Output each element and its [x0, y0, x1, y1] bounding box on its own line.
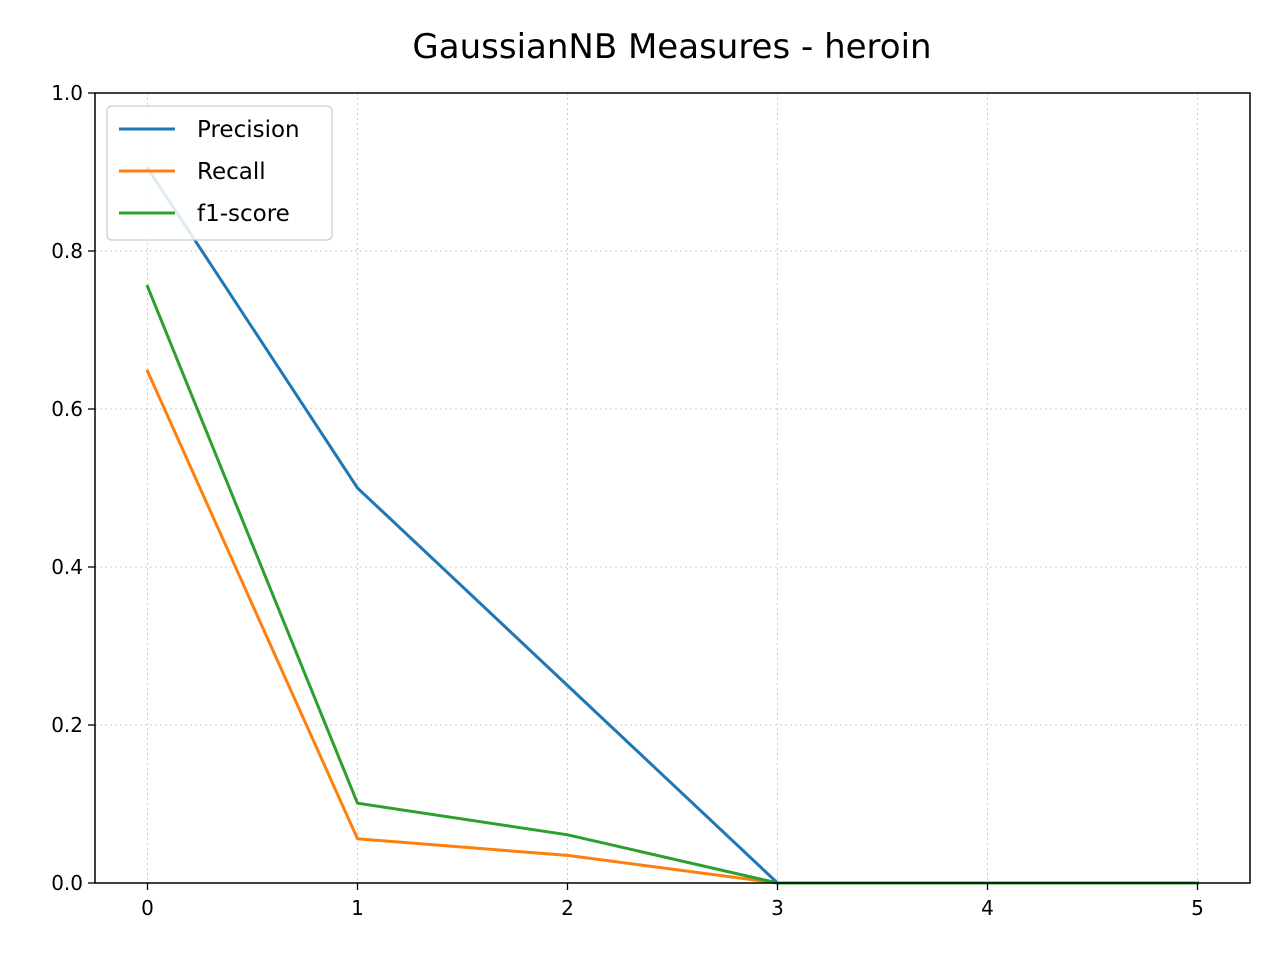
x-axis: 0 1 2 3 4 5	[141, 883, 1204, 920]
chart-title: GaussianNB Measures - heroin	[412, 27, 931, 67]
y-tick-label: 0.2	[51, 713, 83, 737]
x-tick-label: 4	[981, 896, 994, 920]
legend-label: f1-score	[197, 201, 290, 227]
legend-label: Recall	[197, 159, 266, 185]
y-tick-label: 0.4	[51, 555, 83, 579]
y-axis: 0.0 0.2 0.4 0.6 0.8 1.0	[51, 81, 95, 895]
y-tick-label: 0.0	[51, 871, 83, 895]
y-tick-label: 1.0	[51, 81, 83, 105]
x-tick-label: 1	[351, 896, 364, 920]
y-tick-label: 0.6	[51, 397, 83, 421]
y-tick-label: 0.8	[51, 239, 83, 263]
x-tick-label: 2	[561, 896, 574, 920]
x-tick-label: 5	[1191, 896, 1204, 920]
legend: Precision Recall f1-score	[106, 105, 333, 241]
plot-frame	[94, 92, 1251, 884]
x-tick-label: 3	[771, 896, 784, 920]
x-tick-label: 0	[141, 896, 154, 920]
legend-box	[106, 105, 333, 241]
legend-label: Precision	[197, 117, 300, 143]
